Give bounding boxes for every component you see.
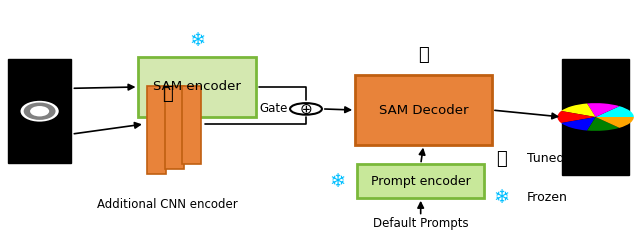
Wedge shape [596, 106, 634, 117]
Wedge shape [561, 103, 596, 117]
Text: Additional CNN encoder: Additional CNN encoder [97, 198, 237, 211]
Text: Tuned: Tuned [527, 152, 564, 165]
Text: ❄: ❄ [493, 188, 510, 207]
Bar [164, 86, 184, 169]
Text: ❄: ❄ [189, 31, 205, 50]
Text: Prompt encoder: Prompt encoder [371, 175, 470, 188]
Text: Gate: Gate [260, 102, 288, 115]
Text: 🔥: 🔥 [418, 46, 429, 64]
FancyBboxPatch shape [355, 75, 492, 145]
FancyBboxPatch shape [138, 57, 256, 117]
Text: ⊕: ⊕ [300, 101, 312, 116]
Bar [562, 59, 629, 175]
Ellipse shape [24, 102, 56, 120]
Text: SAM encoder: SAM encoder [154, 80, 241, 93]
Wedge shape [596, 117, 634, 128]
FancyBboxPatch shape [357, 165, 484, 198]
Text: 🔥: 🔥 [162, 85, 172, 103]
Text: SAM Decoder: SAM Decoder [379, 104, 468, 117]
Wedge shape [587, 103, 620, 117]
Text: 🔥: 🔥 [496, 150, 507, 168]
Text: Frozen: Frozen [527, 191, 568, 205]
Bar [147, 86, 166, 174]
Text: ❄: ❄ [330, 172, 346, 191]
Bar [8, 59, 72, 163]
Ellipse shape [20, 101, 59, 122]
Wedge shape [557, 111, 596, 123]
Wedge shape [587, 117, 620, 131]
Ellipse shape [30, 106, 49, 117]
Text: Default Prompts: Default Prompts [373, 217, 468, 230]
Circle shape [290, 103, 322, 115]
Bar [182, 86, 202, 165]
Wedge shape [561, 117, 596, 131]
